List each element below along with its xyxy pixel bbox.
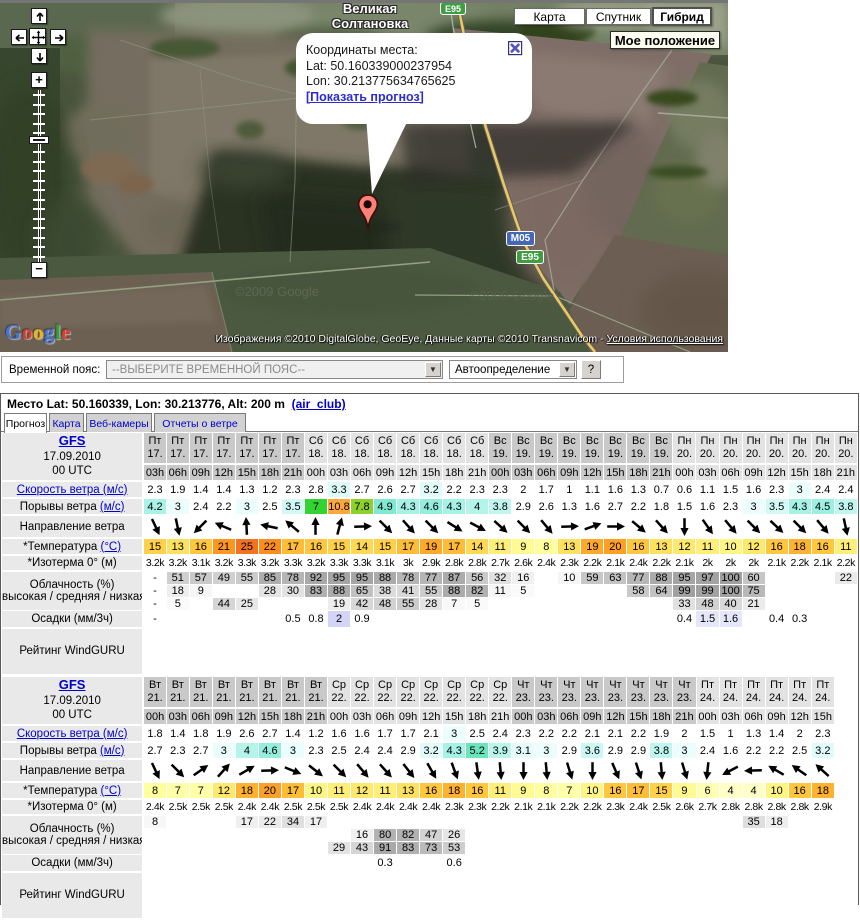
svg-text:©2009 Google: ©2009 Google <box>470 288 554 303</box>
svg-text:©2009 Google: ©2009 Google <box>235 284 319 299</box>
